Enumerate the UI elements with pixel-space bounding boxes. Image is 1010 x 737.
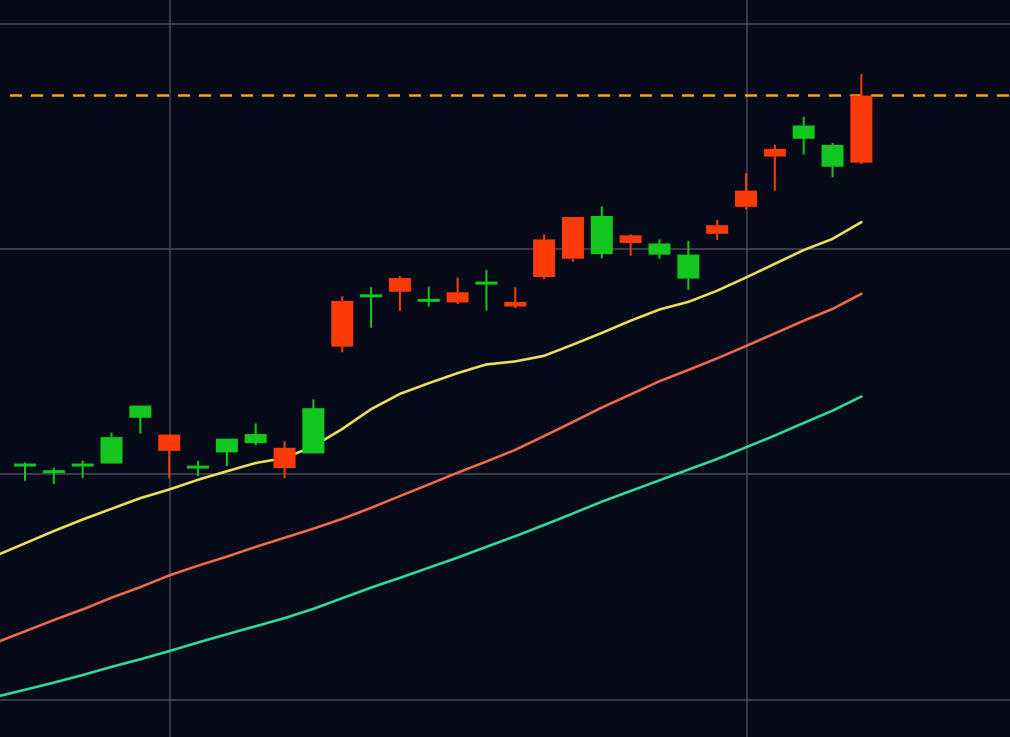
candle-body-25 [735, 190, 757, 207]
candle-body-0 [14, 463, 36, 467]
candle-body-24 [706, 225, 729, 234]
candle-body-29 [850, 95, 873, 163]
moving-average-lines [0, 220, 863, 698]
candle-body-2 [71, 463, 94, 467]
candle-body-11 [331, 300, 354, 347]
candle-27 [792, 116, 815, 155]
candle-19 [561, 217, 584, 262]
candle-body-6 [187, 465, 210, 469]
candle-body-22 [648, 243, 671, 255]
candle-11 [331, 296, 354, 353]
candle-28 [821, 142, 844, 178]
candle-body-15 [446, 292, 469, 303]
candle-body-4 [129, 405, 152, 418]
candle-body-20 [590, 216, 613, 255]
candle-body-10 [302, 408, 325, 454]
candle-body-3 [100, 437, 123, 464]
candle-body-21 [619, 235, 642, 243]
candles [14, 73, 873, 484]
candle-body-23 [677, 254, 700, 279]
candle-20 [590, 206, 613, 259]
candle-body-14 [417, 298, 440, 302]
candle-body-16 [475, 281, 498, 285]
candle-29 [850, 73, 873, 165]
candle-17 [504, 287, 527, 309]
candle-body-12 [360, 294, 383, 298]
candle-10 [302, 399, 325, 454]
candle-16 [475, 269, 498, 311]
candle-body-26 [763, 148, 786, 157]
candle-body-19 [561, 217, 584, 259]
candle-25 [735, 173, 757, 210]
candle-body-1 [42, 470, 65, 474]
candle-body-27 [792, 125, 815, 139]
candle-4 [129, 405, 152, 434]
candle-body-7 [215, 438, 238, 453]
candle-1 [42, 467, 65, 484]
candle-18 [533, 234, 556, 280]
candle-15 [446, 277, 469, 304]
candle-6 [187, 461, 210, 477]
series-line-1 [0, 292, 863, 643]
candle-0 [14, 462, 36, 481]
series-line-0 [0, 220, 863, 556]
candle-23 [677, 240, 700, 290]
candle-body-5 [158, 434, 181, 451]
candle-body-28 [821, 144, 844, 167]
candle-14 [417, 286, 440, 307]
candle-body-13 [388, 278, 411, 292]
candle-8 [244, 423, 267, 446]
candle-12 [360, 287, 383, 328]
candle-2 [71, 460, 94, 478]
candle-24 [706, 220, 729, 240]
candle-5 [158, 434, 181, 479]
candle-13 [388, 275, 411, 312]
candle-9 [273, 441, 296, 479]
candle-22 [648, 239, 671, 259]
candle-body-17 [504, 301, 527, 307]
candle-26 [763, 144, 786, 191]
candle-body-8 [244, 434, 267, 444]
candle-body-9 [273, 447, 296, 469]
candle-21 [619, 234, 642, 256]
candle-7 [215, 438, 238, 467]
series-line-2 [0, 395, 863, 698]
candle-body-18 [533, 239, 556, 278]
candle-3 [100, 432, 123, 464]
